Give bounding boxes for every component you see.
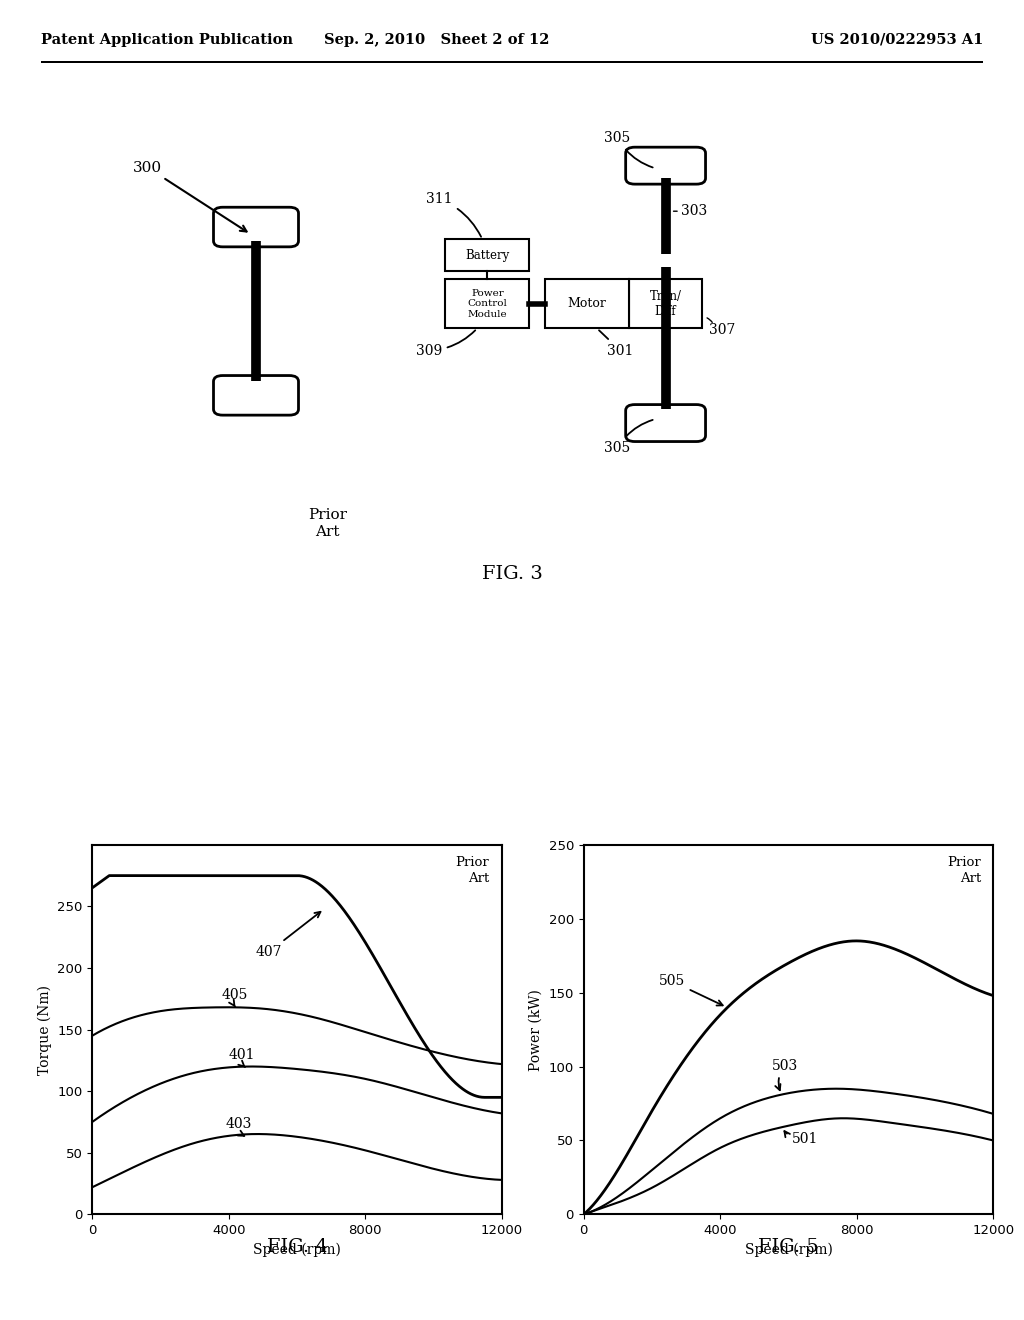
Text: 300: 300 (133, 161, 247, 231)
X-axis label: Speed (rpm): Speed (rpm) (744, 1242, 833, 1257)
FancyBboxPatch shape (445, 239, 529, 271)
Text: 305: 305 (604, 420, 652, 455)
X-axis label: Speed (rpm): Speed (rpm) (253, 1242, 341, 1257)
Text: US 2010/0222953 A1: US 2010/0222953 A1 (811, 33, 983, 46)
FancyBboxPatch shape (545, 279, 629, 329)
Text: Sep. 2, 2010   Sheet 2 of 12: Sep. 2, 2010 Sheet 2 of 12 (324, 33, 550, 46)
Text: Prior
Art: Prior Art (456, 855, 489, 884)
Text: 305: 305 (604, 131, 652, 168)
Text: 301: 301 (599, 330, 634, 358)
Text: Prior
Art: Prior Art (947, 855, 981, 884)
Text: 403: 403 (225, 1117, 252, 1137)
Text: FIG. 4: FIG. 4 (266, 1238, 328, 1257)
Text: 303: 303 (681, 205, 708, 218)
Text: Motor: Motor (567, 297, 606, 310)
Text: Patent Application Publication: Patent Application Publication (41, 33, 293, 46)
Text: 401: 401 (228, 1048, 255, 1067)
FancyBboxPatch shape (214, 376, 299, 416)
Text: Power
Control
Module: Power Control Module (468, 289, 507, 318)
Text: Battery: Battery (465, 248, 510, 261)
Text: FIG. 5: FIG. 5 (758, 1238, 819, 1257)
FancyBboxPatch shape (445, 279, 529, 329)
Text: Tran/
Diff: Tran/ Diff (649, 289, 682, 318)
Text: 505: 505 (658, 974, 723, 1006)
FancyBboxPatch shape (629, 279, 702, 329)
Text: 307: 307 (709, 323, 735, 338)
Text: 405: 405 (222, 987, 248, 1007)
Text: 407: 407 (256, 912, 321, 958)
FancyBboxPatch shape (214, 207, 299, 247)
FancyBboxPatch shape (626, 404, 706, 441)
Text: FIG. 3: FIG. 3 (481, 565, 543, 583)
Y-axis label: Power (kW): Power (kW) (529, 989, 543, 1071)
FancyBboxPatch shape (626, 147, 706, 183)
Text: 503: 503 (771, 1059, 798, 1090)
Text: Prior
Art: Prior Art (308, 508, 347, 540)
Text: 311: 311 (426, 191, 481, 236)
Text: 501: 501 (784, 1131, 818, 1147)
Text: 309: 309 (416, 330, 475, 358)
Y-axis label: Torque (Nm): Torque (Nm) (37, 985, 51, 1074)
